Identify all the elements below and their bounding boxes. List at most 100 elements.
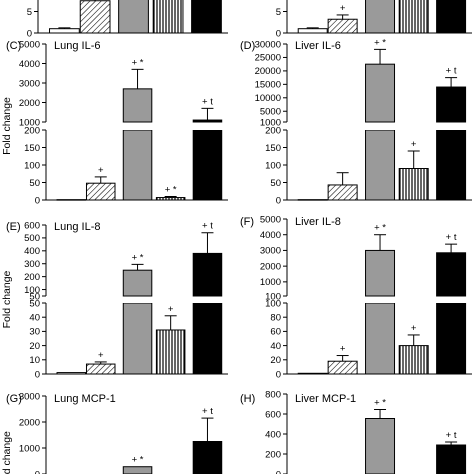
y-axis: 0 20 40 60 80 100 [265, 298, 472, 380]
significance-label: + [98, 350, 104, 361]
bars: + * + t [122, 406, 223, 474]
y-tick-label: 15000 [255, 80, 281, 91]
bar-1 [56, 372, 87, 375]
bar-4 [155, 329, 186, 375]
y-tick-label: 0 [35, 469, 40, 474]
significance-label: + [340, 3, 346, 14]
y-axis-label: Fold change [1, 270, 13, 328]
y-tick-label: 60 [270, 327, 281, 338]
bar-2 [85, 182, 116, 201]
significance-label: + [340, 344, 346, 355]
y-tick-label: 800 [265, 389, 281, 400]
bar-5 [436, 129, 467, 201]
significance-label: + t [202, 221, 213, 232]
bar-5 [192, 119, 223, 123]
bar-5 [436, 252, 467, 297]
y-tick-label: 400 [265, 429, 281, 440]
bar-1 [297, 28, 328, 34]
significance-label: + [411, 323, 417, 334]
significance-label: + [98, 165, 104, 176]
bar-3 [122, 269, 153, 297]
y-tick-label: 5 [27, 7, 32, 18]
y-tick-label: 100 [24, 160, 40, 171]
y-tick-label: 150 [24, 143, 40, 154]
bars: + * + + t [297, 37, 467, 201]
panel-1: 05 [27, 0, 228, 39]
bar-5 [192, 441, 223, 474]
bar-4 [152, 0, 184, 34]
y-tick-label: 0 [276, 28, 281, 39]
y-tick-label: 100 [24, 285, 40, 296]
bar-3 [122, 302, 153, 375]
y-tick-label: 30000 [255, 39, 281, 50]
y-axis-label: Fold change [1, 431, 13, 474]
significance-label: + t [446, 66, 457, 77]
bar-2 [79, 0, 111, 34]
bar-4 [398, 168, 429, 201]
bar-5 [191, 0, 222, 34]
y-tick-label: 0 [27, 28, 32, 39]
panel-title: Liver IL-8 [295, 216, 341, 228]
bars: + + * + + t [56, 221, 223, 375]
y-axis-label: Fold change [1, 97, 13, 155]
bar-3 [365, 418, 396, 474]
significance-label: + * [132, 455, 144, 466]
significance-label: + t [202, 96, 213, 107]
y-tick-label: 0 [276, 195, 281, 206]
y-axis: 0 200 400 600 800 [265, 389, 288, 474]
bars: + * + t [365, 398, 467, 474]
y-tick-label: 3000 [260, 246, 281, 257]
y-tick-label: 4000 [19, 59, 40, 70]
y-tick-label: 0 [276, 369, 281, 380]
bar-2 [327, 18, 358, 34]
y-tick-label: 100 [265, 160, 281, 171]
bar-4 [398, 0, 429, 34]
axis-break-gap [288, 123, 474, 130]
y-tick-label: 80 [270, 313, 281, 324]
y-tick-label: 50 [29, 298, 40, 309]
bar-2 [327, 360, 358, 375]
y-tick-label: 0 [35, 369, 40, 380]
bar-3 [365, 249, 396, 297]
bar-4 [398, 345, 429, 375]
panel-tag: (D) [240, 40, 255, 52]
panel-title: Lung IL-8 [54, 221, 100, 233]
y-tick-label: 10000 [255, 93, 281, 104]
bar-5 [192, 302, 223, 375]
y-axis: 1000 2000 3000 4000 5000 [19, 39, 47, 128]
y-tick-label: 1000 [260, 277, 281, 288]
y-tick-label: 150 [265, 143, 281, 154]
y-tick-label: 50 [29, 291, 40, 302]
bar-3 [118, 0, 149, 34]
bar-2 [327, 184, 358, 201]
significance-label: + t [446, 232, 457, 243]
bar-5 [436, 302, 467, 375]
significance-label: + t [202, 406, 213, 417]
bar-1 [49, 28, 80, 34]
y-tick-label: 5000 [19, 39, 40, 50]
significance-label: + * [374, 37, 386, 48]
panel-tag: (F) [240, 216, 254, 228]
y-tick-label: 4000 [260, 230, 281, 241]
y-tick-label: 100 [265, 298, 281, 309]
panel-tag: (E) [6, 221, 21, 233]
significance-label: + [411, 139, 417, 150]
y-tick-label: 50 [270, 178, 281, 189]
bar-5 [436, 444, 467, 474]
y-tick-label: 30 [29, 327, 40, 338]
y-tick-label: 600 [24, 220, 40, 231]
axis-break-gap [47, 123, 231, 130]
y-tick-label: 10 [29, 355, 40, 366]
bar-3 [365, 63, 396, 123]
y-tick-label: 40 [270, 341, 281, 352]
panel-2: 0 5 + [276, 0, 472, 39]
bars: + + * + * + t [56, 57, 223, 201]
bar-5 [192, 252, 223, 297]
bar-1 [56, 199, 87, 201]
